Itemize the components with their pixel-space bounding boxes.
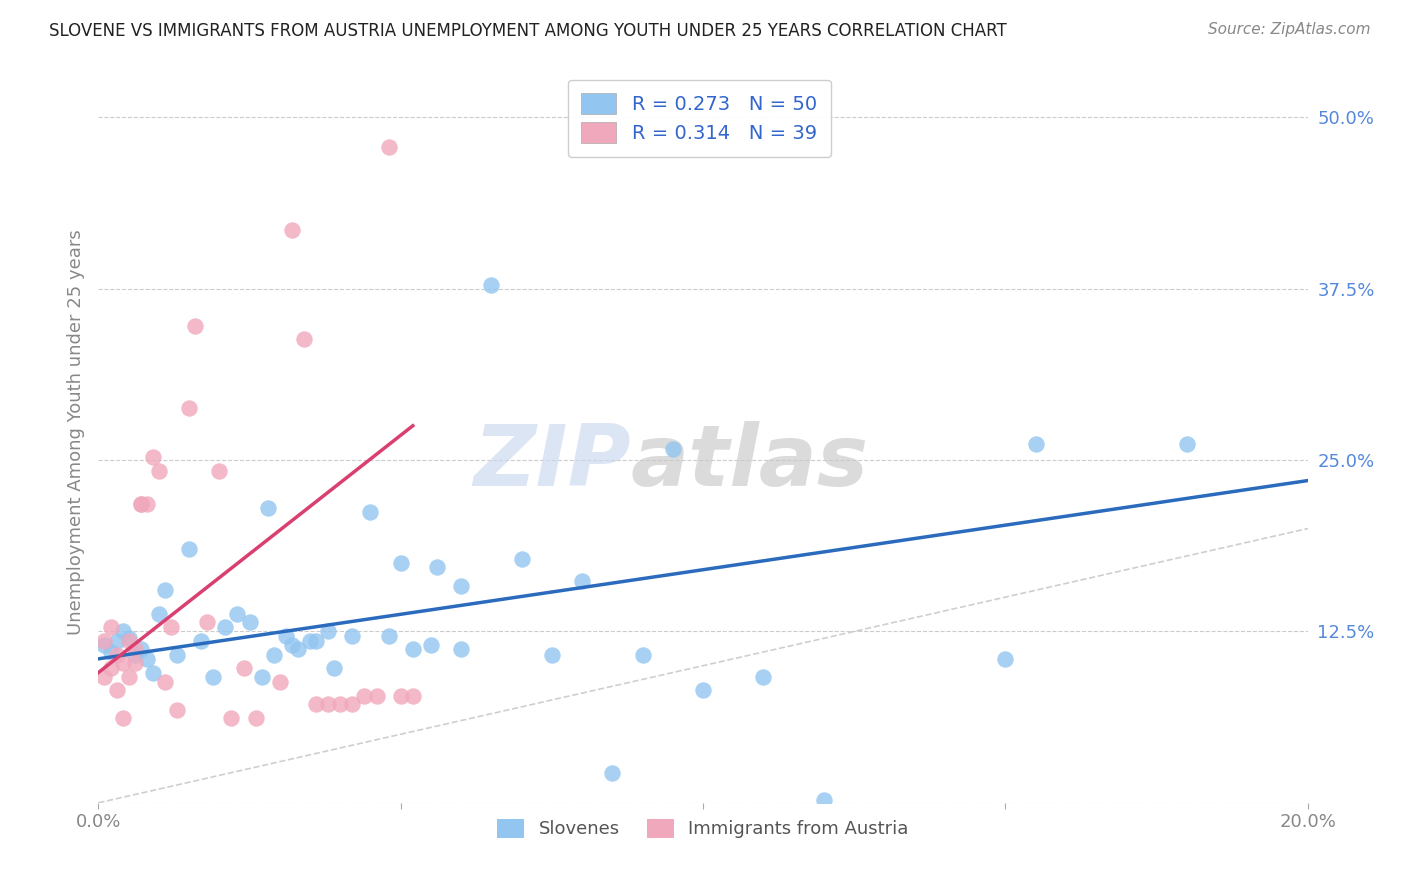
- Point: [305, 697, 328, 711]
- Point: [195, 615, 218, 629]
- Point: [124, 648, 146, 662]
- Point: [661, 442, 683, 456]
- Point: [232, 661, 254, 675]
- Point: [160, 620, 183, 634]
- Point: [202, 670, 225, 684]
- Point: [571, 574, 593, 588]
- Point: [540, 648, 562, 662]
- Text: SLOVENE VS IMMIGRANTS FROM AUSTRIA UNEMPLOYMENT AMONG YOUTH UNDER 25 YEARS CORRE: SLOVENE VS IMMIGRANTS FROM AUSTRIA UNEMP…: [49, 22, 1007, 40]
- Point: [1024, 436, 1046, 450]
- Point: [148, 607, 170, 621]
- Point: [366, 689, 388, 703]
- Point: [166, 648, 188, 662]
- Y-axis label: Unemployment Among Youth under 25 years: Unemployment Among Youth under 25 years: [66, 230, 84, 635]
- Legend: Slovenes, Immigrants from Austria: Slovenes, Immigrants from Austria: [489, 812, 917, 846]
- Point: [118, 670, 141, 684]
- Point: [281, 638, 304, 652]
- Point: [93, 670, 115, 684]
- Point: [129, 642, 152, 657]
- Point: [179, 542, 201, 557]
- Point: [692, 683, 714, 698]
- Point: [148, 464, 170, 478]
- Point: [184, 318, 207, 333]
- Point: [214, 620, 236, 634]
- Point: [250, 670, 273, 684]
- Text: ZIP: ZIP: [472, 421, 630, 504]
- Point: [129, 497, 152, 511]
- Point: [292, 332, 315, 346]
- Point: [510, 551, 533, 566]
- Point: [111, 624, 134, 639]
- Point: [129, 497, 152, 511]
- Point: [111, 656, 134, 670]
- Point: [1175, 436, 1198, 450]
- Point: [813, 793, 835, 807]
- Point: [269, 675, 291, 690]
- Point: [111, 711, 134, 725]
- Point: [142, 450, 165, 465]
- Point: [105, 634, 128, 648]
- Point: [135, 497, 157, 511]
- Point: [281, 223, 304, 237]
- Point: [631, 648, 654, 662]
- Point: [263, 648, 285, 662]
- Point: [450, 642, 472, 657]
- Point: [166, 702, 188, 716]
- Point: [360, 505, 382, 519]
- Point: [994, 652, 1017, 666]
- Point: [105, 683, 128, 698]
- Point: [402, 642, 425, 657]
- Point: [179, 401, 201, 415]
- Point: [226, 607, 249, 621]
- Point: [299, 634, 322, 648]
- Text: atlas: atlas: [630, 421, 869, 504]
- Point: [245, 711, 267, 725]
- Point: [426, 560, 449, 574]
- Point: [305, 634, 328, 648]
- Point: [752, 670, 775, 684]
- Point: [118, 632, 141, 646]
- Point: [93, 638, 115, 652]
- Point: [221, 711, 243, 725]
- Point: [190, 634, 212, 648]
- Point: [389, 556, 412, 570]
- Point: [377, 140, 399, 154]
- Point: [602, 765, 624, 780]
- Point: [135, 652, 157, 666]
- Point: [342, 628, 364, 642]
- Point: [100, 620, 122, 634]
- Point: [124, 642, 146, 657]
- Point: [100, 661, 122, 675]
- Point: [124, 656, 146, 670]
- Point: [105, 648, 128, 662]
- Point: [274, 628, 297, 642]
- Point: [153, 583, 176, 598]
- Point: [208, 464, 231, 478]
- Point: [287, 642, 309, 657]
- Point: [402, 689, 425, 703]
- Point: [256, 501, 278, 516]
- Point: [323, 661, 346, 675]
- Point: [153, 675, 176, 690]
- Point: [316, 697, 339, 711]
- Point: [481, 277, 503, 292]
- Point: [342, 697, 364, 711]
- Point: [353, 689, 375, 703]
- Point: [316, 624, 339, 639]
- Point: [93, 634, 115, 648]
- Point: [377, 628, 399, 642]
- Point: [239, 615, 262, 629]
- Point: [329, 697, 352, 711]
- Point: [118, 634, 141, 648]
- Point: [100, 645, 122, 659]
- Point: [450, 579, 472, 593]
- Text: Source: ZipAtlas.com: Source: ZipAtlas.com: [1208, 22, 1371, 37]
- Point: [389, 689, 412, 703]
- Point: [420, 638, 443, 652]
- Point: [142, 665, 165, 680]
